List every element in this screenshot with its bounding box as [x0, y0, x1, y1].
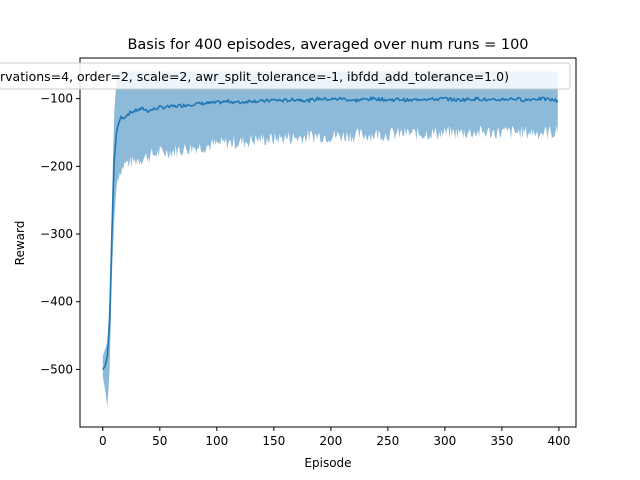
x-tick-label: 150: [262, 434, 285, 448]
y-axis-label: Reward: [13, 221, 27, 266]
x-tick-label: 200: [319, 434, 342, 448]
x-tick-label: 0: [99, 434, 107, 448]
x-axis-label: Episode: [304, 456, 351, 470]
mean-reward-line: [102, 96, 559, 370]
y-tick-label: −400: [40, 295, 73, 309]
legend: rvations=4, order=2, scale=2, awr_split_…: [0, 62, 571, 90]
x-tick-label: 400: [547, 434, 570, 448]
x-tick-label: 350: [490, 434, 513, 448]
x-tick-label: 50: [152, 434, 167, 448]
confidence-band: [102, 71, 558, 407]
x-tick-label: 250: [376, 434, 399, 448]
x-tick-label: 300: [433, 434, 456, 448]
y-tick-label: −200: [40, 159, 73, 173]
legend-entry: rvations=4, order=2, scale=2, awr_split_…: [0, 69, 509, 84]
y-tick-label: −500: [40, 362, 73, 376]
legend-box: [0, 62, 571, 90]
plot-frame: [79, 57, 577, 428]
plot-area: [102, 71, 559, 407]
x-tick-label: 100: [205, 434, 228, 448]
chart-title: Basis for 400 episodes, averaged over nu…: [127, 37, 528, 53]
x-axis: 0 50 100 150 200 250 300 350 400: [99, 427, 570, 448]
y-tick-label: −300: [40, 227, 73, 241]
y-axis: −500 −400 −300 −200 −100: [40, 92, 80, 376]
y-tick-label: −100: [40, 92, 73, 106]
